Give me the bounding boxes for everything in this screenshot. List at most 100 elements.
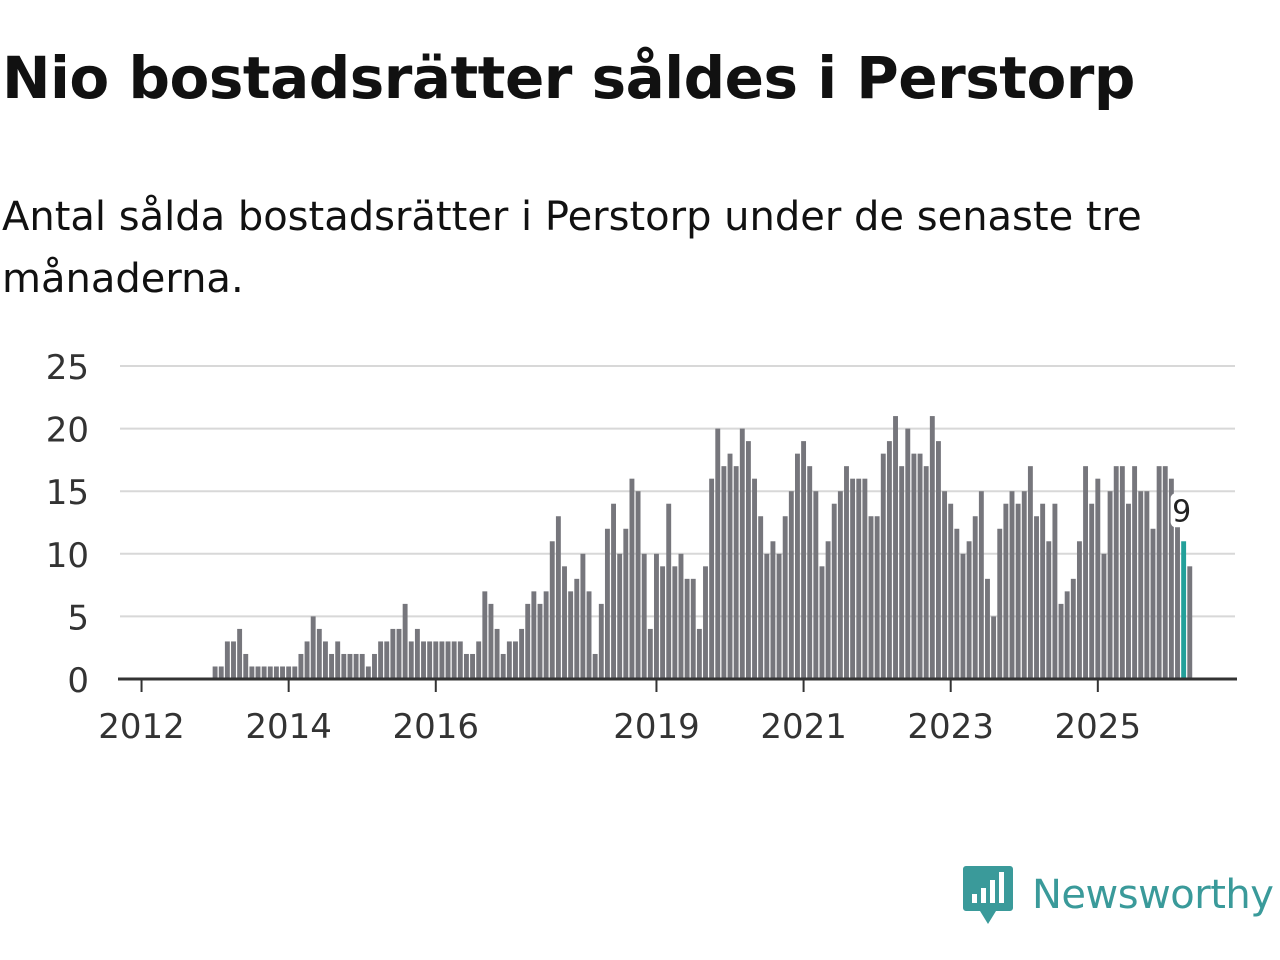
y-tick-label: 25	[46, 348, 89, 388]
bar	[304, 641, 310, 679]
bar	[1144, 491, 1150, 679]
bar	[1021, 491, 1027, 679]
bar	[733, 466, 739, 679]
bar	[942, 491, 948, 679]
bar	[850, 478, 856, 679]
bar-latest	[1181, 541, 1187, 679]
bar	[402, 603, 408, 679]
bar	[335, 641, 341, 679]
chart-title: Nio bostadsrätter såldes i Perstorp	[2, 44, 1135, 112]
bar	[384, 641, 390, 679]
bar	[727, 453, 733, 679]
bar	[831, 503, 837, 679]
bar	[807, 466, 813, 679]
bar	[396, 628, 402, 679]
bar	[813, 491, 819, 679]
bar	[856, 478, 862, 679]
chart-subtitle: Antal sålda bostadsrätter i Perstorp und…	[2, 194, 1142, 302]
bar	[666, 503, 672, 679]
y-tick-label: 15	[46, 473, 89, 513]
value-label-background	[1170, 493, 1197, 528]
bar	[991, 616, 997, 679]
bar	[960, 553, 966, 679]
bar	[1150, 528, 1156, 679]
bar	[776, 553, 782, 679]
bar	[298, 653, 304, 679]
bar	[580, 553, 586, 679]
bar	[519, 628, 525, 679]
bar	[555, 516, 561, 679]
bar	[801, 441, 807, 679]
x-tick-label: 2021	[760, 707, 847, 747]
last-value-label: 9	[1172, 494, 1191, 529]
bar	[1009, 491, 1015, 679]
bar	[1076, 541, 1082, 679]
bar	[249, 666, 255, 679]
bar	[445, 641, 451, 679]
bar	[1040, 503, 1046, 679]
bar	[721, 466, 727, 679]
bar	[978, 491, 984, 679]
bar	[647, 628, 653, 679]
bar	[243, 653, 249, 679]
bar	[1089, 503, 1095, 679]
bar	[1119, 466, 1125, 679]
x-tick-label: 2014	[245, 707, 332, 747]
bar	[911, 453, 917, 679]
bar	[531, 591, 537, 679]
bar	[874, 516, 880, 679]
bar	[886, 441, 892, 679]
bar	[997, 528, 1003, 679]
bar	[1046, 541, 1052, 679]
bar	[322, 641, 328, 679]
bar	[844, 466, 849, 679]
bar	[764, 553, 770, 679]
bar	[562, 566, 567, 679]
newsworthy-logo: Newsworthy	[962, 864, 1274, 926]
bar	[770, 541, 776, 679]
bar	[654, 553, 659, 679]
bar	[1064, 591, 1070, 679]
bar	[782, 516, 788, 679]
grid-lines	[120, 365, 1235, 618]
bar	[1126, 503, 1131, 679]
bar	[1113, 466, 1119, 679]
bar	[868, 516, 874, 679]
bar	[678, 553, 684, 679]
bar	[917, 453, 923, 679]
bar	[494, 628, 500, 679]
bar	[837, 491, 843, 679]
bar	[372, 653, 377, 679]
y-tick-label: 20	[46, 411, 89, 451]
bar	[506, 641, 512, 679]
bar	[537, 603, 543, 679]
bar	[1187, 566, 1193, 679]
bar	[592, 653, 598, 679]
bar	[451, 641, 457, 679]
bar	[752, 478, 757, 679]
bar	[218, 666, 224, 679]
bar	[482, 591, 488, 679]
bar	[1058, 603, 1064, 679]
bar	[1052, 503, 1058, 679]
bar	[966, 541, 972, 679]
bar	[672, 566, 678, 679]
bar	[1156, 466, 1162, 679]
y-tick-label: 0	[67, 661, 89, 701]
x-axis-ticks: 2012 2014 2016 2019 2021 2023 2025	[98, 679, 1141, 747]
bar	[684, 578, 690, 679]
bar	[586, 591, 592, 679]
bar	[954, 528, 960, 679]
bars	[212, 416, 1193, 679]
bar	[819, 566, 825, 679]
bar	[696, 628, 702, 679]
bar	[1101, 553, 1107, 679]
bar	[329, 653, 335, 679]
bar	[758, 516, 764, 679]
bar	[1083, 466, 1089, 679]
bar	[568, 591, 574, 679]
bar	[341, 653, 347, 679]
bar	[574, 578, 580, 679]
bar	[1070, 578, 1076, 679]
